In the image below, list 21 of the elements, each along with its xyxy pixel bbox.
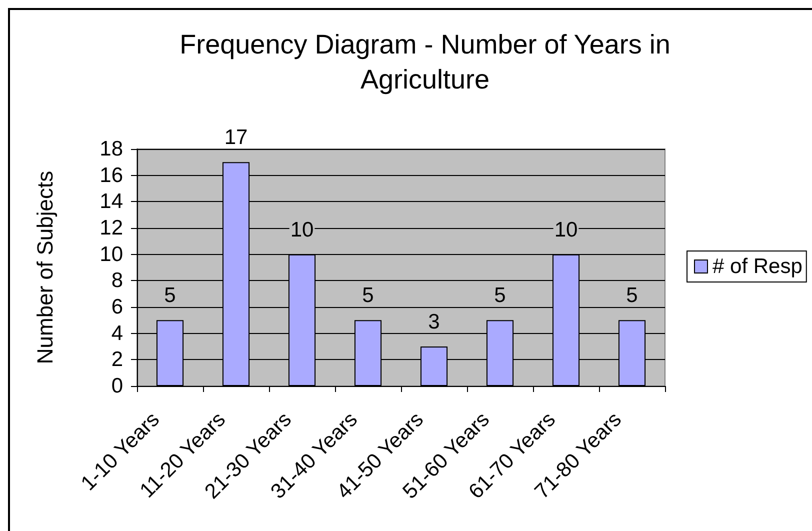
y-tick-label: 0 bbox=[111, 374, 123, 398]
legend-label: # of Resp bbox=[712, 255, 802, 278]
data-label: 5 bbox=[494, 284, 506, 308]
y-axis-title: Number of Subjects bbox=[32, 170, 58, 364]
data-label: 17 bbox=[224, 126, 248, 150]
data-label: 10 bbox=[554, 218, 578, 242]
y-tick-label: 16 bbox=[100, 164, 123, 187]
y-tick-label: 18 bbox=[100, 138, 123, 160]
data-label: 5 bbox=[164, 284, 176, 308]
y-tick-label: 8 bbox=[111, 269, 123, 292]
y-tick-label: 10 bbox=[100, 242, 123, 266]
y-tick-label: 14 bbox=[100, 190, 124, 214]
y-tick-label: 12 bbox=[100, 216, 123, 240]
y-tick-label: 4 bbox=[111, 322, 124, 345]
y-tick-label: 2 bbox=[111, 348, 123, 372]
data-label: 10 bbox=[290, 218, 314, 242]
y-tick-label: 6 bbox=[111, 296, 123, 318]
data-label: 5 bbox=[626, 284, 638, 308]
data-label: 3 bbox=[428, 310, 440, 334]
chart-title: Frequency Diagram - Number of Years in Agriculture bbox=[180, 30, 670, 94]
data-label: 5 bbox=[362, 284, 374, 308]
